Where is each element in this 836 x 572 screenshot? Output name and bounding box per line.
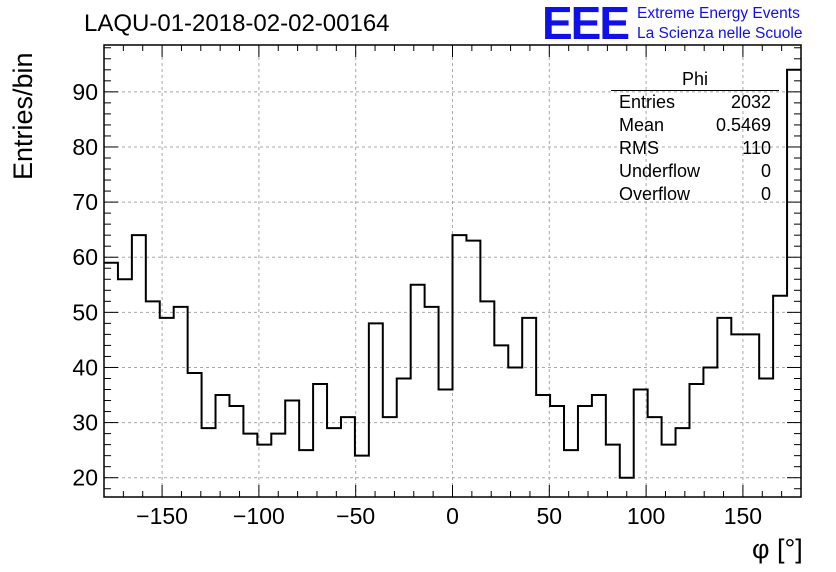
stats-value: 0 (760, 161, 771, 181)
stats-label: Entries (619, 92, 676, 112)
stats-label: Underflow (619, 161, 701, 181)
x-tick-label: 0 (446, 503, 459, 529)
stats-value: 0.5469 (715, 115, 771, 135)
x-tick-label: −50 (336, 503, 375, 529)
tick-labels: −150 −100 −50 0 50 100 150 20 30 40 50 60 70 80 90 (72, 79, 762, 529)
logo-caption: Extreme Energy Events La Scienza nelle S… (637, 4, 802, 44)
logo-line-1: Extreme Energy Events (637, 5, 800, 22)
x-tick-label: 50 (537, 503, 563, 529)
x-axis-label: φ [°] (752, 534, 803, 564)
x-tick-label: 150 (724, 503, 762, 529)
y-tick-label: 70 (72, 189, 98, 215)
stats-value: 0 (760, 184, 771, 204)
y-tick-label: 80 (72, 134, 98, 160)
stats-value: 110 (742, 138, 771, 158)
y-axis-label: Entries/bin (8, 52, 38, 180)
stats-label: Overflow (619, 184, 691, 204)
y-tick-label: 60 (72, 244, 98, 270)
axes (103, 44, 802, 498)
histogram-outline (104, 68, 801, 479)
stats-row-entries: Entries 2032 (611, 91, 779, 114)
x-tick-label: −150 (136, 503, 188, 529)
stats-value: 2032 (730, 92, 771, 112)
y-tick-label: 40 (72, 354, 98, 380)
y-tick-label: 90 (72, 79, 98, 105)
x-tick-label: −100 (233, 503, 285, 529)
stats-label: Mean (619, 115, 665, 135)
y-tick-label: 30 (72, 410, 98, 436)
stats-title: Phi (611, 68, 779, 91)
histogram-series (104, 68, 801, 479)
stats-label: RMS (619, 138, 659, 158)
logo-line-2: La Scienza nelle Scuole (637, 25, 803, 42)
x-tick-label: 100 (627, 503, 665, 529)
stats-row-underflow: Underflow 0 (611, 160, 779, 183)
stats-box: Phi Entries 2032 Mean 0.5469 RMS 110 Underflow… (611, 68, 779, 206)
stats-rows: Entries 2032 Mean 0.5469 RMS 110 Underflow 0 Ove… (611, 91, 779, 206)
stats-row-overflow: Overflow 0 (611, 183, 779, 206)
stats-row-mean: Mean 0.5469 (611, 114, 779, 137)
y-tick-label: 20 (72, 465, 98, 491)
y-tick-label: 50 (72, 299, 98, 325)
eee-logo: EEE (542, 0, 630, 49)
stats-row-rms: RMS 110 (611, 137, 779, 160)
chart-title: LAQU-01-2018-02-02-00164 (84, 10, 390, 37)
